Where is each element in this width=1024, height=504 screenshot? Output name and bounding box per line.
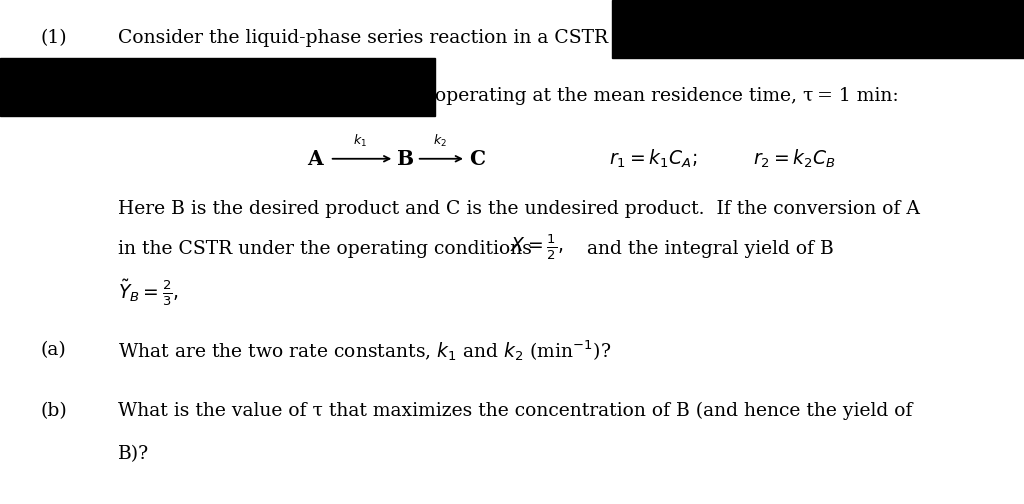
Text: (a): (a) (41, 341, 67, 359)
Text: What are the two rate constants, $k_1$ and $k_2$ (min$^{-1}$)?: What are the two rate constants, $k_1$ a… (118, 338, 611, 363)
Text: $X = \frac{1}{2},$: $X = \frac{1}{2},$ (510, 232, 563, 262)
Text: (1): (1) (41, 29, 68, 47)
Text: (b): (b) (41, 402, 68, 420)
Text: $k_2$: $k_2$ (433, 133, 447, 149)
Text: C: C (469, 149, 485, 169)
Text: in the CSTR under the operating conditions: in the CSTR under the operating conditio… (118, 240, 531, 259)
Text: $r_2 = k_2 C_B$: $r_2 = k_2 C_B$ (753, 148, 836, 170)
Text: $\tilde{Y}_B = \frac{2}{3},$: $\tilde{Y}_B = \frac{2}{3},$ (118, 277, 179, 307)
Text: $r_1 = k_1 C_A;$: $r_1 = k_1 C_A;$ (609, 148, 697, 170)
Text: operating at the mean residence time, τ = 1 min:: operating at the mean residence time, τ … (435, 87, 899, 105)
Text: $k_1$: $k_1$ (353, 133, 368, 149)
Bar (0, 58, 435, 116)
Text: Here B is the desired product and C is the undesired product.  If the conversion: Here B is the desired product and C is t… (118, 200, 920, 218)
Text: B: B (397, 149, 415, 169)
Bar (612, 0, 1024, 58)
Text: Consider the liquid-phase series reaction in a CSTR: Consider the liquid-phase series reactio… (118, 29, 608, 47)
Text: B)?: B)? (118, 445, 148, 463)
Text: A: A (307, 149, 323, 169)
Text: and the integral yield of B: and the integral yield of B (587, 240, 834, 259)
Text: What is the value of τ that maximizes the concentration of B (and hence the yiel: What is the value of τ that maximizes th… (118, 402, 912, 420)
